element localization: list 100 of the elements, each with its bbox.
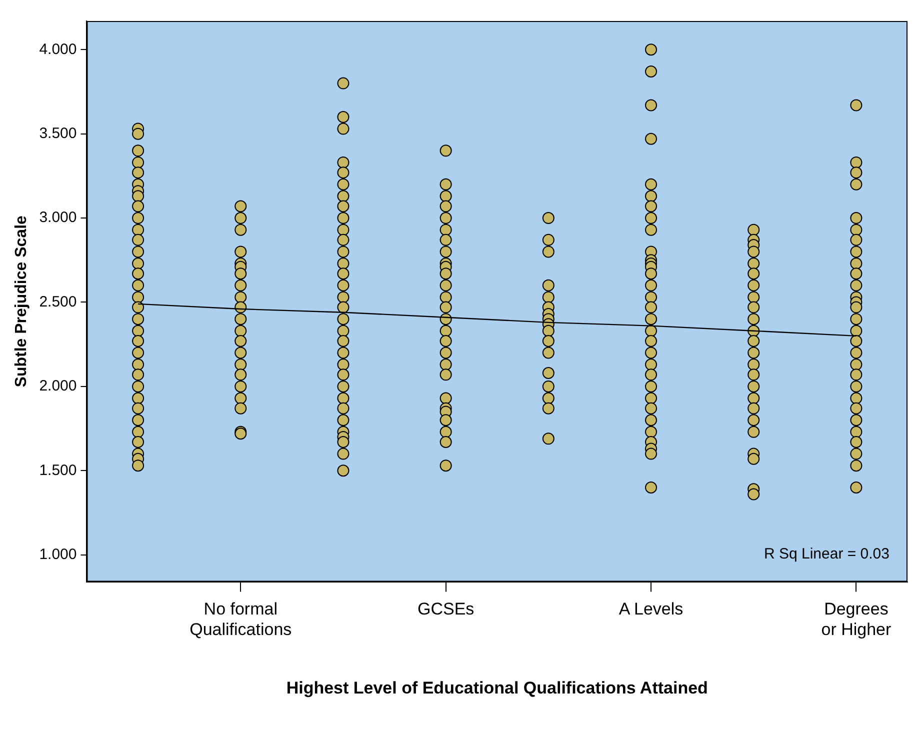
point (337, 334, 350, 347)
point (645, 99, 658, 112)
point (440, 224, 452, 236)
point (234, 279, 247, 292)
point (645, 346, 658, 359)
point (337, 178, 350, 190)
point (440, 268, 452, 280)
point (542, 234, 554, 246)
point (234, 402, 247, 414)
point (234, 313, 247, 326)
point (748, 402, 760, 414)
point (748, 301, 760, 314)
y-tick-label: 1.000 (39, 546, 77, 563)
point (234, 291, 247, 304)
point (645, 279, 658, 292)
point (850, 368, 862, 381)
point (337, 448, 350, 460)
point (337, 224, 350, 236)
point (645, 334, 658, 347)
point (645, 448, 658, 460)
point (850, 212, 862, 224)
point (748, 291, 760, 304)
point (645, 402, 658, 414)
point (337, 392, 350, 404)
point (542, 366, 554, 379)
point (645, 190, 658, 202)
point (132, 224, 144, 236)
point (850, 156, 862, 168)
point (542, 402, 554, 414)
point (645, 291, 658, 304)
point (645, 212, 658, 224)
point (850, 234, 862, 246)
point (748, 368, 760, 381)
point (645, 313, 658, 326)
point (440, 358, 452, 371)
point (850, 246, 862, 258)
point (132, 190, 144, 202)
point (440, 200, 452, 212)
point (542, 279, 554, 292)
point (850, 301, 862, 314)
point (850, 460, 862, 472)
point (748, 380, 760, 392)
point (748, 313, 760, 326)
point (440, 368, 452, 381)
point (337, 436, 350, 448)
point (132, 368, 144, 381)
point (850, 346, 862, 359)
point (645, 358, 658, 371)
point (850, 402, 862, 414)
point (645, 178, 658, 190)
point (850, 166, 862, 179)
point (645, 414, 658, 426)
point (645, 481, 658, 494)
point (132, 200, 144, 212)
point (850, 178, 862, 190)
point (850, 436, 862, 448)
point (748, 279, 760, 292)
point (645, 268, 658, 280)
point (337, 258, 350, 270)
point (132, 392, 144, 404)
point (440, 436, 452, 448)
point (440, 178, 452, 190)
point (337, 166, 350, 179)
point (337, 368, 350, 381)
point (748, 414, 760, 426)
point (645, 426, 658, 438)
point (645, 66, 658, 78)
point (440, 246, 452, 258)
point (850, 414, 862, 426)
point (337, 380, 350, 392)
point (132, 334, 144, 347)
point (440, 212, 452, 224)
point (337, 268, 350, 280)
x-tick-label: GCSEs (417, 600, 474, 619)
point (234, 224, 247, 236)
point (440, 392, 452, 404)
point (234, 324, 247, 337)
point (234, 358, 247, 371)
point (132, 234, 144, 246)
y-tick-label: 1.500 (39, 462, 77, 479)
point (542, 291, 554, 304)
point (440, 144, 452, 157)
point (542, 324, 554, 337)
point (542, 380, 554, 392)
point (234, 200, 247, 212)
point (645, 44, 658, 56)
point (234, 268, 247, 280)
point (748, 392, 760, 404)
point (132, 426, 144, 438)
point (132, 246, 144, 258)
point (748, 258, 760, 270)
y-tick-label: 2.500 (39, 293, 77, 310)
point (440, 301, 452, 314)
point (132, 414, 144, 426)
point (132, 156, 144, 168)
point (645, 301, 658, 314)
point (234, 380, 247, 392)
y-axis-title: Subtle Prejudice Scale (13, 215, 30, 388)
point (850, 258, 862, 270)
point (337, 279, 350, 292)
